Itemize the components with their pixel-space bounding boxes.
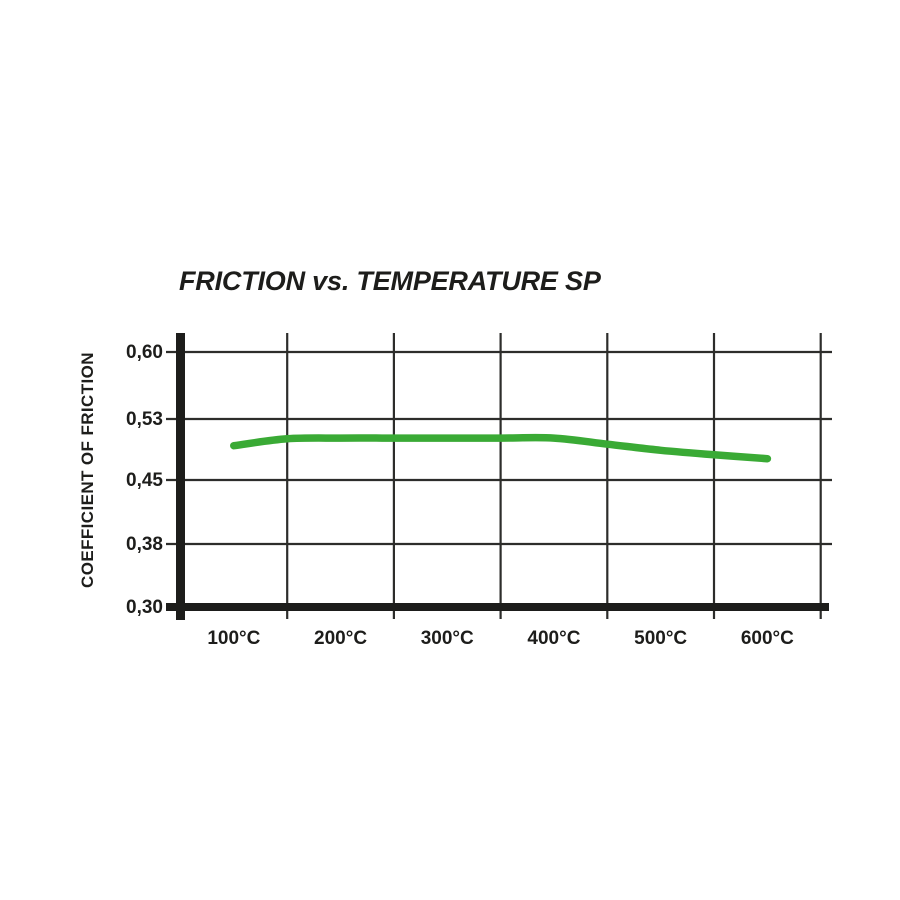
x-tick-label: 400°C (527, 628, 581, 649)
y-tick-label: 0,53 (126, 408, 163, 430)
x-tick-label: 300°C (420, 628, 474, 649)
y-tick-label: 0,38 (126, 533, 163, 555)
x-tick-label: 600°C (740, 628, 794, 649)
x-tick-label: 500°C (634, 628, 688, 649)
chart-title: FRICTION vs. TEMPERATURE SP (179, 266, 601, 296)
x-tick-label: 100°C (207, 628, 261, 649)
y-tick-label: 0,45 (126, 469, 163, 491)
x-tick-label: 200°C (314, 628, 368, 649)
friction-curve (230, 433, 772, 463)
y-tick-label: 0,30 (126, 596, 163, 618)
y-tick-label: 0,60 (126, 341, 163, 363)
